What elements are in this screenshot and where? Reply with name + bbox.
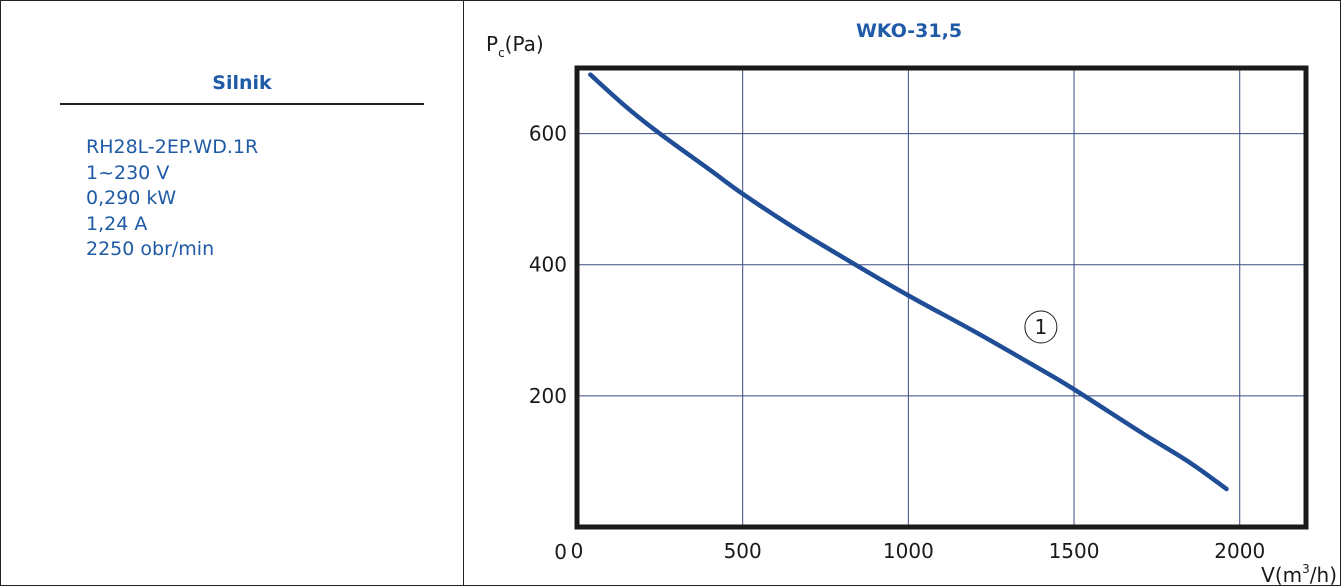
motor-spec-speed: 2250 obr/min <box>86 238 215 260</box>
y-tick-label-0: 0 <box>554 540 567 564</box>
x-tick-label-500: 500 <box>724 539 762 563</box>
annotation-circle-1 <box>1024 310 1058 344</box>
x-axis-label-main: V(m <box>1261 563 1302 586</box>
chart-title: WKO-31,5 <box>856 20 962 42</box>
annotation-layer: 1 <box>1024 310 1058 344</box>
motor-title: Silnik <box>212 72 272 94</box>
motor-spec-power: 0,290 kW <box>86 187 177 209</box>
x-tick-label-1000: 1000 <box>883 539 934 563</box>
y-tick-label-600: 600 <box>529 122 567 146</box>
motor-specs: RH28L-2EP.WD.1R 1~230 V 0,290 kW 1,24 A … <box>86 135 258 263</box>
motor-spec-model: RH28L-2EP.WD.1R <box>86 136 259 158</box>
series-curve-1 <box>588 72 1229 492</box>
y-tick-label-400: 400 <box>529 253 567 277</box>
x-axis-label-unit: /h) <box>1310 563 1337 586</box>
motor-spec-voltage: 1~230 V <box>86 161 170 184</box>
y-axis-label: Pc(Pa) <box>486 32 544 60</box>
x-axis-label: V(m3/h) <box>1261 562 1337 586</box>
tick-layer: 0 500 1000 1500 2000 0 200 400 600 <box>529 122 1265 564</box>
y-axis-label-sub: c <box>498 46 505 60</box>
grid-layer <box>577 68 1306 527</box>
x-tick-label-2000: 2000 <box>1214 539 1265 563</box>
plot-frame <box>574 65 1309 530</box>
y-axis-label-main: P <box>486 32 498 56</box>
annotation-label-1: 1 <box>1035 315 1048 339</box>
x-axis-label-sup: 3 <box>1302 562 1310 576</box>
motor-title-rule <box>60 103 424 105</box>
y-tick-label-200: 200 <box>529 384 567 408</box>
x-tick-label-0: 0 <box>571 539 584 563</box>
motor-spec-current: 1,24 A <box>86 212 148 235</box>
fan-curve-chart: 0 500 1000 1500 2000 0 200 400 600 1 WKO-31,5 Pc… <box>486 20 1337 586</box>
panel-divider <box>463 0 464 586</box>
x-tick-label-1500: 1500 <box>1049 539 1100 563</box>
y-axis-label-unit: (Pa) <box>505 32 544 56</box>
